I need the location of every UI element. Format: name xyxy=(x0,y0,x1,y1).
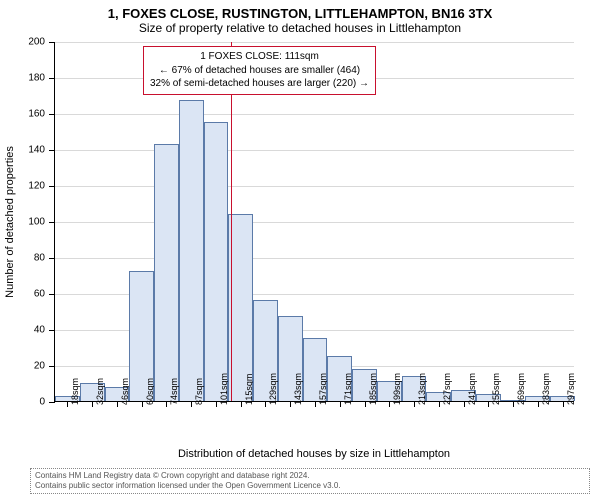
y-tick-label: 60 xyxy=(34,289,45,300)
y-tick xyxy=(49,114,55,115)
y-tick-label: 180 xyxy=(28,73,45,84)
histogram-bar xyxy=(179,100,204,401)
x-tick xyxy=(216,401,217,407)
y-tick-label: 100 xyxy=(28,217,45,228)
y-tick-label: 0 xyxy=(39,397,45,408)
x-tick xyxy=(563,401,564,407)
gridline xyxy=(55,222,574,223)
y-tick xyxy=(49,150,55,151)
y-tick xyxy=(49,222,55,223)
x-tick xyxy=(340,401,341,407)
chart-title-main: 1, FOXES CLOSE, RUSTINGTON, LITTLEHAMPTO… xyxy=(0,0,600,21)
x-tick xyxy=(265,401,266,407)
x-tick xyxy=(191,401,192,407)
x-tick xyxy=(464,401,465,407)
annotation-smaller-pct: ← 67% of detached houses are smaller (46… xyxy=(150,64,369,78)
x-tick xyxy=(166,401,167,407)
x-tick xyxy=(290,401,291,407)
x-tick xyxy=(117,401,118,407)
y-tick xyxy=(49,366,55,367)
gridline xyxy=(55,42,574,43)
y-tick xyxy=(49,402,55,403)
y-tick-label: 120 xyxy=(28,181,45,192)
gridline xyxy=(55,114,574,115)
x-tick xyxy=(365,401,366,407)
x-tick xyxy=(315,401,316,407)
y-tick xyxy=(49,294,55,295)
y-tick xyxy=(49,78,55,79)
annotation-box: 1 FOXES CLOSE: 111sqm← 67% of detached h… xyxy=(143,46,376,95)
y-tick-label: 200 xyxy=(28,37,45,48)
histogram-bar xyxy=(154,144,179,401)
x-tick xyxy=(488,401,489,407)
x-tick xyxy=(92,401,93,407)
y-tick-label: 160 xyxy=(28,109,45,120)
y-tick xyxy=(49,258,55,259)
footer-line-1: Contains HM Land Registry data © Crown c… xyxy=(35,471,585,481)
histogram-bar xyxy=(204,122,229,401)
property-marker-line xyxy=(231,42,232,401)
x-tick xyxy=(513,401,514,407)
plot-area: 02040608010012014016018020018sqm32sqm46s… xyxy=(54,42,574,402)
gridline xyxy=(55,186,574,187)
y-tick xyxy=(49,186,55,187)
x-tick xyxy=(538,401,539,407)
annotation-larger-pct: 32% of semi-detached houses are larger (… xyxy=(150,77,369,91)
x-tick xyxy=(414,401,415,407)
x-tick-label: 297sqm xyxy=(566,373,576,405)
y-tick xyxy=(49,42,55,43)
chart-area: 02040608010012014016018020018sqm32sqm46s… xyxy=(54,42,574,402)
x-tick xyxy=(241,401,242,407)
x-tick xyxy=(142,401,143,407)
x-tick xyxy=(389,401,390,407)
x-tick xyxy=(439,401,440,407)
x-axis-title: Distribution of detached houses by size … xyxy=(178,448,450,460)
y-axis-title: Number of detached properties xyxy=(4,146,16,298)
y-tick-label: 140 xyxy=(28,145,45,156)
y-tick-label: 80 xyxy=(34,253,45,264)
y-tick xyxy=(49,330,55,331)
annotation-property-size: 1 FOXES CLOSE: 111sqm xyxy=(150,50,369,64)
footer-attribution: Contains HM Land Registry data © Crown c… xyxy=(30,468,590,494)
y-tick-label: 20 xyxy=(34,361,45,372)
gridline xyxy=(55,258,574,259)
y-tick-label: 40 xyxy=(34,325,45,336)
footer-line-2: Contains public sector information licen… xyxy=(35,481,585,491)
chart-title-sub: Size of property relative to detached ho… xyxy=(0,21,600,39)
x-tick xyxy=(67,401,68,407)
gridline xyxy=(55,150,574,151)
